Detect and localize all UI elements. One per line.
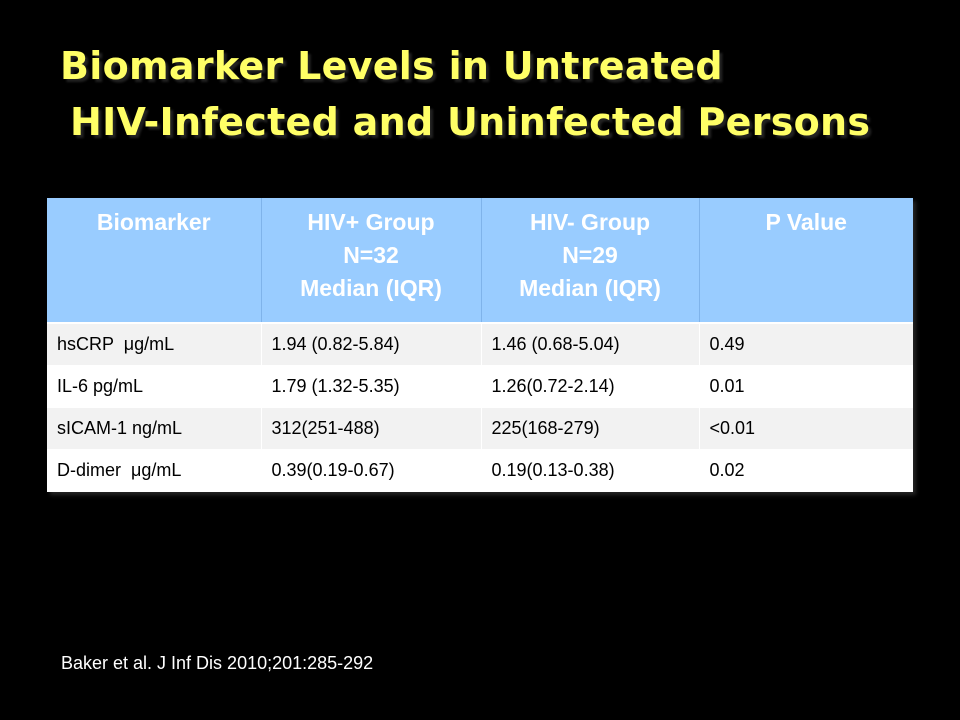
cell-hiv-negative: 0.19(0.13-0.38)	[481, 449, 700, 492]
header-statistic: Median (IQR)	[519, 275, 661, 301]
biomarker-table-container: Biomarker HIV+ Group N=32 Median (IQR) H…	[47, 198, 913, 492]
table-row: hsCRP μg/mL 1.94 (0.82-5.84) 1.46 (0.68-…	[47, 323, 913, 366]
slide-title: Biomarker Levels in Untreated HIV-Infect…	[60, 38, 940, 150]
header-hiv-negative-group: HIV- Group N=29 Median (IQR)	[481, 198, 700, 324]
header-sample-size: N=32	[343, 242, 399, 268]
header-label: Biomarker	[96, 209, 211, 235]
header-p-value: P Value	[699, 198, 913, 324]
table-header-row: Biomarker HIV+ Group N=32 Median (IQR) H…	[47, 198, 913, 324]
header-label: HIV- Group	[529, 209, 651, 235]
cell-p-value: 0.02	[699, 449, 913, 492]
cell-biomarker: hsCRP μg/mL	[47, 323, 262, 366]
cell-hiv-positive: 0.39(0.19-0.67)	[261, 449, 482, 492]
cell-hiv-negative: 1.26(0.72-2.14)	[481, 365, 700, 408]
cell-hiv-positive: 1.79 (1.32-5.35)	[261, 365, 482, 408]
cell-hiv-positive: 1.94 (0.82-5.84)	[261, 323, 482, 366]
header-label: P Value	[765, 209, 847, 235]
cell-biomarker: sICAM-1 ng/mL	[47, 407, 262, 450]
cell-biomarker: D-dimer μg/mL	[47, 449, 262, 492]
header-statistic: Median (IQR)	[300, 275, 442, 301]
title-line-1: Biomarker Levels in Untreated	[60, 44, 723, 88]
header-biomarker: Biomarker	[47, 198, 262, 324]
biomarker-table: Biomarker HIV+ Group N=32 Median (IQR) H…	[47, 198, 913, 492]
header-label: HIV+ Group	[307, 209, 435, 235]
cell-hiv-negative: 225(168-279)	[481, 407, 700, 450]
cell-p-value: 0.49	[699, 323, 913, 366]
citation-footnote: Baker et al. J Inf Dis 2010;201:285-292	[61, 653, 374, 673]
title-line-2: HIV-Infected and Uninfected Persons	[70, 100, 871, 144]
cell-p-value: 0.01	[699, 365, 913, 408]
header-hiv-positive-group: HIV+ Group N=32 Median (IQR)	[261, 198, 482, 324]
cell-hiv-negative: 1.46 (0.68-5.04)	[481, 323, 700, 366]
cell-biomarker: IL-6 pg/mL	[47, 365, 262, 408]
header-sample-size: N=29	[562, 242, 618, 268]
table-row: IL-6 pg/mL 1.79 (1.32-5.35) 1.26(0.72-2.…	[47, 365, 913, 408]
cell-hiv-positive: 312(251-488)	[261, 407, 482, 450]
cell-p-value: <0.01	[699, 407, 913, 450]
table-row: sICAM-1 ng/mL 312(251-488) 225(168-279) …	[47, 407, 913, 450]
table-row: D-dimer μg/mL 0.39(0.19-0.67) 0.19(0.13-…	[47, 449, 913, 492]
